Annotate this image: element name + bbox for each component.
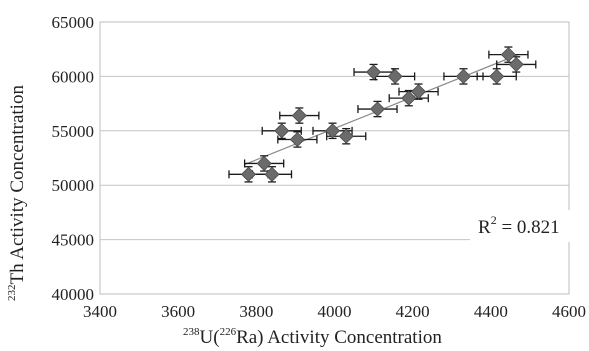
data-point-3 <box>274 123 290 139</box>
data-point-2 <box>264 166 280 182</box>
y-tick-60000: 60000 <box>52 67 95 86</box>
y-tick-50000: 50000 <box>52 176 95 195</box>
data-point-10 <box>387 68 403 84</box>
y-tick-40000: 40000 <box>52 285 95 304</box>
data-point-7 <box>338 128 354 144</box>
data-point-6 <box>324 123 341 139</box>
x-tick-4400: 4400 <box>474 302 508 321</box>
data-points <box>240 47 524 182</box>
data-point-1 <box>256 155 272 172</box>
data-point-16 <box>508 56 524 72</box>
y-tick-65000: 65000 <box>52 13 95 32</box>
x-tick-3800: 3800 <box>239 302 273 321</box>
x-tick-4600: 4600 <box>552 302 586 321</box>
data-point-0 <box>240 166 257 182</box>
data-point-15 <box>500 47 516 63</box>
data-point-13 <box>455 68 472 84</box>
data-point-11 <box>401 90 417 106</box>
data-point-8 <box>366 64 382 80</box>
r2-annotation: R2 = 0.821 <box>478 213 560 238</box>
data-point-14 <box>489 68 505 84</box>
y-tick-45000: 45000 <box>52 231 95 250</box>
y-tick-55000: 55000 <box>52 122 95 141</box>
plot-area <box>99 21 570 295</box>
x-tick-labels: 3400 3600 3800 4000 4200 4400 4600 <box>83 302 586 321</box>
x-axis-title: 238U(226Ra) Activity Concentration <box>183 326 442 348</box>
data-point-9 <box>369 101 386 117</box>
data-point-12 <box>410 84 427 100</box>
x-tick-4000: 4000 <box>318 302 352 321</box>
x-tick-4200: 4200 <box>396 302 430 321</box>
y-axis-title: 232Th Activity Concentration <box>6 85 28 301</box>
data-point-5 <box>291 108 307 124</box>
x-tick-3400: 3400 <box>83 302 117 321</box>
r2-box <box>470 210 576 242</box>
x-tick-3600: 3600 <box>161 302 195 321</box>
y-tick-labels: 40000 45000 50000 55000 60000 65000 <box>52 13 95 304</box>
data-point-4 <box>289 131 305 148</box>
